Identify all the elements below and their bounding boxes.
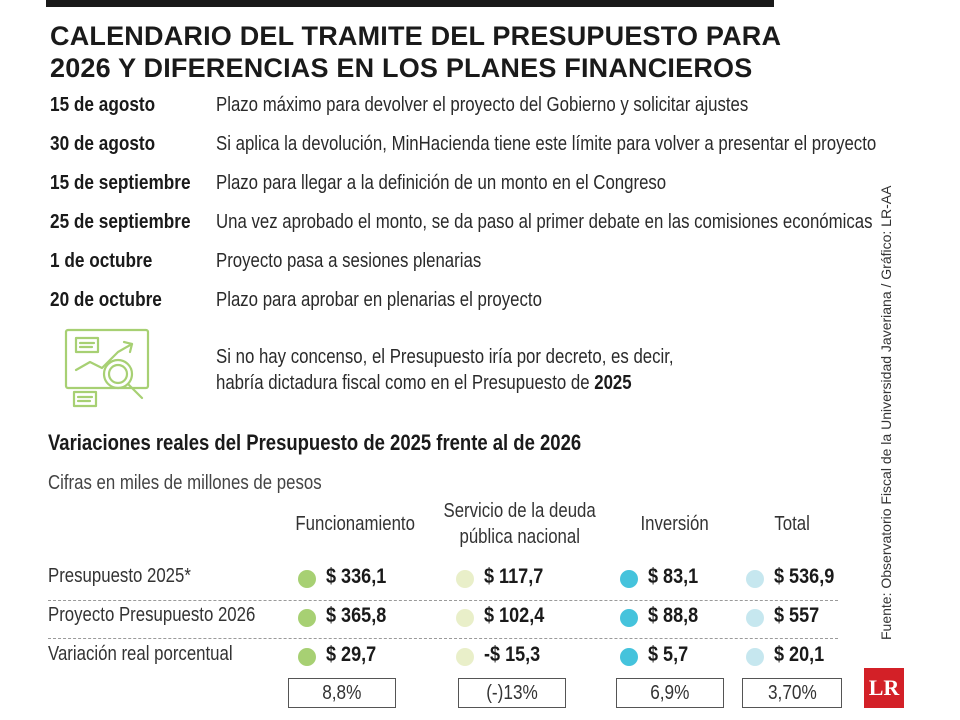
column-header-funcionamiento: Funcionamiento	[295, 513, 415, 535]
timeline-description: Una vez aprobado el monto, se da paso al…	[216, 211, 873, 233]
title-line-1: CALENDARIO DEL TRAMITE DEL PRESUPUESTO P…	[50, 21, 782, 51]
timeline-date: 25 de septiembre	[50, 211, 191, 233]
note-year: 2025	[594, 372, 632, 394]
timeline-item: 15 de septiembre Plazo para llegar a la …	[50, 172, 930, 202]
cell-value: $ 117,7	[484, 565, 544, 588]
note-line-1: Si no hay concenso, el Presupuesto iría …	[216, 346, 674, 368]
legend-dot	[620, 570, 638, 588]
timeline-description: Plazo máximo para devolver el proyecto d…	[216, 94, 749, 116]
cell-value: $ 365,8	[326, 604, 387, 627]
cell-value: $ 557	[774, 604, 820, 627]
lr-logo: LR	[864, 668, 904, 708]
column-header-total: Total	[774, 513, 810, 535]
row-divider	[48, 638, 838, 639]
timeline-item: 1 de octubre Proyecto pasa a sesiones pl…	[50, 250, 930, 280]
timeline-date: 30 de agosto	[50, 133, 156, 155]
variations-title: Variaciones reales del Presupuesto de 20…	[48, 430, 582, 455]
row-label: Presupuesto 2025*	[48, 565, 191, 587]
cell-value: $ 536,9	[774, 565, 835, 588]
timeline-date: 1 de octubre	[50, 250, 153, 272]
percentage-box-inversion: 6,9%	[616, 678, 724, 708]
source-credit: Fuente: Observatorio Fiscal de la Univer…	[878, 185, 894, 640]
row-label: Variación real porcentual	[48, 643, 233, 665]
timeline-date: 20 de octubre	[50, 289, 162, 311]
column-header-servicio-deuda: Servicio de la deuda pública nacional	[443, 500, 597, 548]
legend-dot	[620, 648, 638, 666]
percentage-box-funcionamiento: 8,8%	[288, 678, 396, 708]
timeline-date: 15 de agosto	[50, 94, 156, 116]
page-title: CALENDARIO DEL TRAMITE DEL PRESUPUESTO P…	[50, 20, 810, 84]
row-divider	[48, 600, 838, 601]
legend-dot	[456, 570, 474, 588]
percentage-box-total: 3,70%	[742, 678, 842, 708]
legend-dot	[620, 609, 638, 627]
note-line-2: habría dictadura fiscal como en el Presu…	[216, 370, 674, 396]
note-line-2-text: habría dictadura fiscal como en el Presu…	[216, 372, 595, 394]
timeline-item: 30 de agosto Si aplica la devolución, Mi…	[50, 133, 930, 163]
timeline-item: 25 de septiembre Una vez aprobado el mon…	[50, 211, 930, 241]
legend-dot	[746, 648, 764, 666]
timeline-date: 15 de septiembre	[50, 172, 191, 194]
percentage-box-servicio-deuda: (-)13%	[458, 678, 566, 708]
top-rule	[46, 0, 774, 7]
title-line-2: 2026 Y DIFERENCIAS EN LOS PLANES FINANCI…	[50, 53, 753, 83]
variations-caption: Cifras en miles de millones de pesos	[48, 472, 322, 494]
row-label: Proyecto Presupuesto 2026	[48, 604, 256, 626]
legend-dot	[298, 570, 316, 588]
cell-value: $ 83,1	[648, 565, 699, 588]
timeline-description: Proyecto pasa a sesiones plenarias	[216, 250, 482, 272]
decree-note: Si no hay concenso, el Presupuesto iría …	[216, 344, 674, 396]
cell-value: $ 88,8	[648, 604, 699, 627]
cell-value: -$ 15,3	[484, 643, 541, 666]
cell-value: $ 20,1	[774, 643, 825, 666]
cell-value: $ 102,4	[484, 604, 545, 627]
legend-dot	[456, 609, 474, 627]
timeline-item: 15 de agosto Plazo máximo para devolver …	[50, 94, 930, 124]
timeline-description: Plazo para aprobar en plenarias el proye…	[216, 289, 542, 311]
timeline-description: Si aplica la devolución, MinHacienda tie…	[216, 133, 877, 155]
timeline-description: Plazo para llegar a la definición de un …	[216, 172, 667, 194]
cell-value: $ 29,7	[326, 643, 377, 666]
column-header-inversion: Inversión	[640, 513, 710, 535]
cell-value: $ 336,1	[326, 565, 387, 588]
legend-dot	[746, 570, 764, 588]
analysis-chart-icon	[64, 328, 150, 408]
legend-dot	[456, 648, 474, 666]
timeline-item: 20 de octubre Plazo para aprobar en plen…	[50, 289, 930, 319]
cell-value: $ 5,7	[648, 643, 689, 666]
legend-dot	[298, 609, 316, 627]
legend-dot	[746, 609, 764, 627]
legend-dot	[298, 648, 316, 666]
